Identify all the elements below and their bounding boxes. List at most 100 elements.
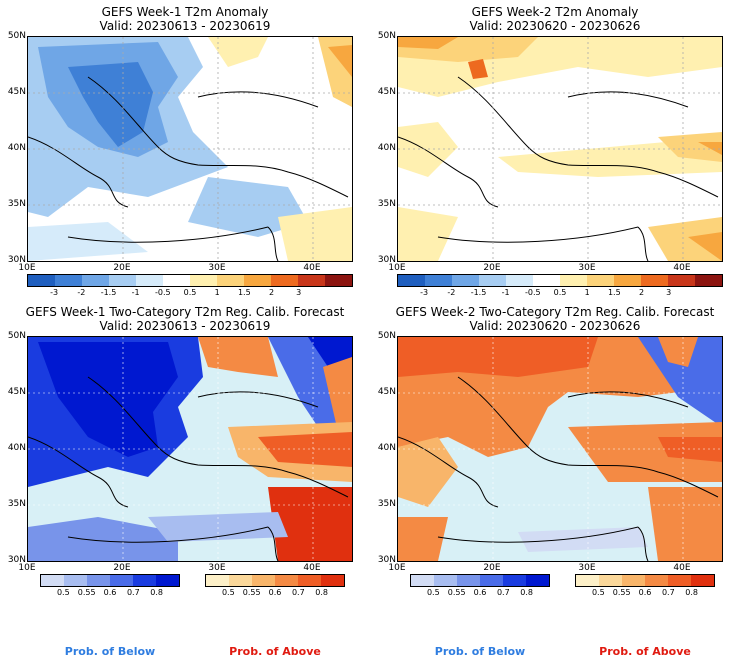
colorbar-tick-label: 0.8 <box>520 588 534 597</box>
colorbar-swatch <box>28 275 55 286</box>
colorbar-tick-label: 0.5 <box>183 288 197 297</box>
colorbar-swatch <box>82 275 109 286</box>
colorbar-tick-label: 1 <box>214 288 220 297</box>
lat-label: 40N <box>7 443 26 453</box>
colorbar-swatch <box>163 275 190 286</box>
lon-label: 30E <box>208 563 226 573</box>
colorbar-tick-label: -1 <box>501 288 510 297</box>
colorbar-swatch <box>190 275 217 286</box>
colorbar-tick-label: 0.55 <box>447 588 466 597</box>
colorbar-tick-label: 2 <box>638 288 645 297</box>
lon-label: 10E <box>388 263 406 273</box>
anomaly-map-week2 <box>397 36 723 262</box>
colorbar-tick-label: 3 <box>666 288 672 297</box>
lat-label: 40N <box>7 143 26 153</box>
colorbar-tick-label: 1.5 <box>237 288 251 297</box>
panel-valid-date: Valid: 20230620 - 20230626 <box>469 19 641 33</box>
colorbar-tick-label: -0.5 <box>525 288 541 297</box>
colorbar-swatch <box>55 275 82 286</box>
lon-label: 20E <box>483 263 501 273</box>
colorbar-swatch <box>217 275 244 286</box>
lon-label: 30E <box>578 563 596 573</box>
colorbar-tick-label: 1.5 <box>607 288 621 297</box>
panel-title: GEFS Week-2 T2m Anomaly <box>471 5 639 19</box>
prob-below-colorbar-labels: 0.5 0.55 0.6 0.7 0.8 <box>410 588 550 598</box>
colorbar-tick-label: 0.6 <box>638 588 652 597</box>
colorbar-swatch <box>325 275 352 286</box>
colorbar-swatch <box>695 275 722 286</box>
prob-above-label: Prob. of Above <box>599 645 691 658</box>
panel-title: GEFS Week-2 Two-Category T2m Reg. Calib.… <box>395 305 715 319</box>
lat-label: 40N <box>377 443 396 453</box>
colorbar-swatch <box>668 575 691 586</box>
panel-title: GEFS Week-1 Two-Category T2m Reg. Calib.… <box>25 305 345 319</box>
lat-label: 40N <box>377 143 396 153</box>
panel-valid-date: Valid: 20230613 - 20230619 <box>99 319 271 333</box>
lon-label: 20E <box>113 563 131 573</box>
anomaly-colorbar-labels: -3 -2 -1.5 -1 -0.5 0.5 1 1.5 2 3 <box>27 288 353 298</box>
colorbar-tick-label: 0.7 <box>496 588 510 597</box>
colorbar-swatch <box>668 275 695 286</box>
colorbar-swatch <box>41 575 64 586</box>
colorbar-swatch <box>641 275 668 286</box>
lat-label: 30N <box>7 255 26 265</box>
colorbar-tick-label: 0.6 <box>473 588 487 597</box>
lat-label: 35N <box>377 499 396 509</box>
lon-label: 30E <box>208 263 226 273</box>
colorbar-tick-label: 0.7 <box>661 588 675 597</box>
prob-below-colorbar <box>410 574 550 587</box>
lon-label: 40E <box>303 563 321 573</box>
colorbar-tick-label: 1 <box>584 288 590 297</box>
colorbar-swatch <box>622 575 645 586</box>
colorbar-tick-label: -0.5 <box>155 288 171 297</box>
colorbar-tick-label: -3 <box>50 288 59 297</box>
panel-valid-date: Valid: 20230613 - 20230619 <box>99 19 271 33</box>
colorbar-swatch <box>110 575 133 586</box>
probability-map-week2 <box>397 336 723 562</box>
colorbar-tick-label: 2 <box>268 288 275 297</box>
prob-above-colorbar <box>575 574 715 587</box>
probability-map-week1 <box>27 336 353 562</box>
colorbar-tick-label: 0.55 <box>242 588 261 597</box>
colorbar-swatch <box>479 275 506 286</box>
lon-label: 10E <box>18 263 36 273</box>
panel-week2-probability: GEFS Week-2 Two-Category T2m Reg. Calib.… <box>370 300 740 662</box>
lat-label: 50N <box>7 331 26 341</box>
colorbar-tick-label: -1.5 <box>100 288 117 297</box>
anomaly-colorbar-labels: -3 -2 -1.5 -1 -0.5 0.5 1 1.5 2 3 <box>397 288 723 298</box>
lat-label: 30N <box>377 555 396 565</box>
lat-label: 35N <box>7 199 26 209</box>
lon-label: 40E <box>673 263 691 273</box>
colorbar-swatch <box>526 575 549 586</box>
prob-above-colorbar <box>205 574 345 587</box>
colorbar-tick-label: 0.8 <box>315 588 329 597</box>
colorbar-swatch <box>133 575 156 586</box>
colorbar-tick-label: 0.5 <box>553 288 567 297</box>
colorbar-swatch <box>275 575 298 586</box>
anomaly-map-week1 <box>27 36 353 262</box>
colorbar-swatch <box>229 575 252 586</box>
colorbar-tick-label: 0.5 <box>221 588 235 597</box>
lat-label: 45N <box>377 387 396 397</box>
panel-valid-date: Valid: 20230620 - 20230626 <box>469 319 641 333</box>
lat-label: 50N <box>377 331 396 341</box>
colorbar-swatch <box>136 275 163 286</box>
prob-below-label: Prob. of Below <box>64 645 156 658</box>
colorbar-tick-label: 0.8 <box>150 588 164 597</box>
lat-label: 30N <box>7 555 26 565</box>
panel-title: GEFS Week-1 T2m Anomaly <box>101 5 269 19</box>
colorbar-swatch <box>457 575 480 586</box>
lat-label: 50N <box>7 31 26 41</box>
colorbar-tick-label: -2 <box>447 288 456 297</box>
colorbar-swatch <box>691 575 714 586</box>
colorbar-swatch <box>411 575 434 586</box>
colorbar-tick-label: -1 <box>131 288 140 297</box>
colorbar-tick-label: 0.5 <box>426 588 440 597</box>
lon-label: 40E <box>303 263 321 273</box>
lon-label: 20E <box>113 263 131 273</box>
colorbar-tick-label: 0.5 <box>591 588 605 597</box>
lon-label: 30E <box>578 263 596 273</box>
colorbar-swatch <box>425 275 452 286</box>
lon-label: 40E <box>673 563 691 573</box>
colorbar-swatch <box>109 275 136 286</box>
